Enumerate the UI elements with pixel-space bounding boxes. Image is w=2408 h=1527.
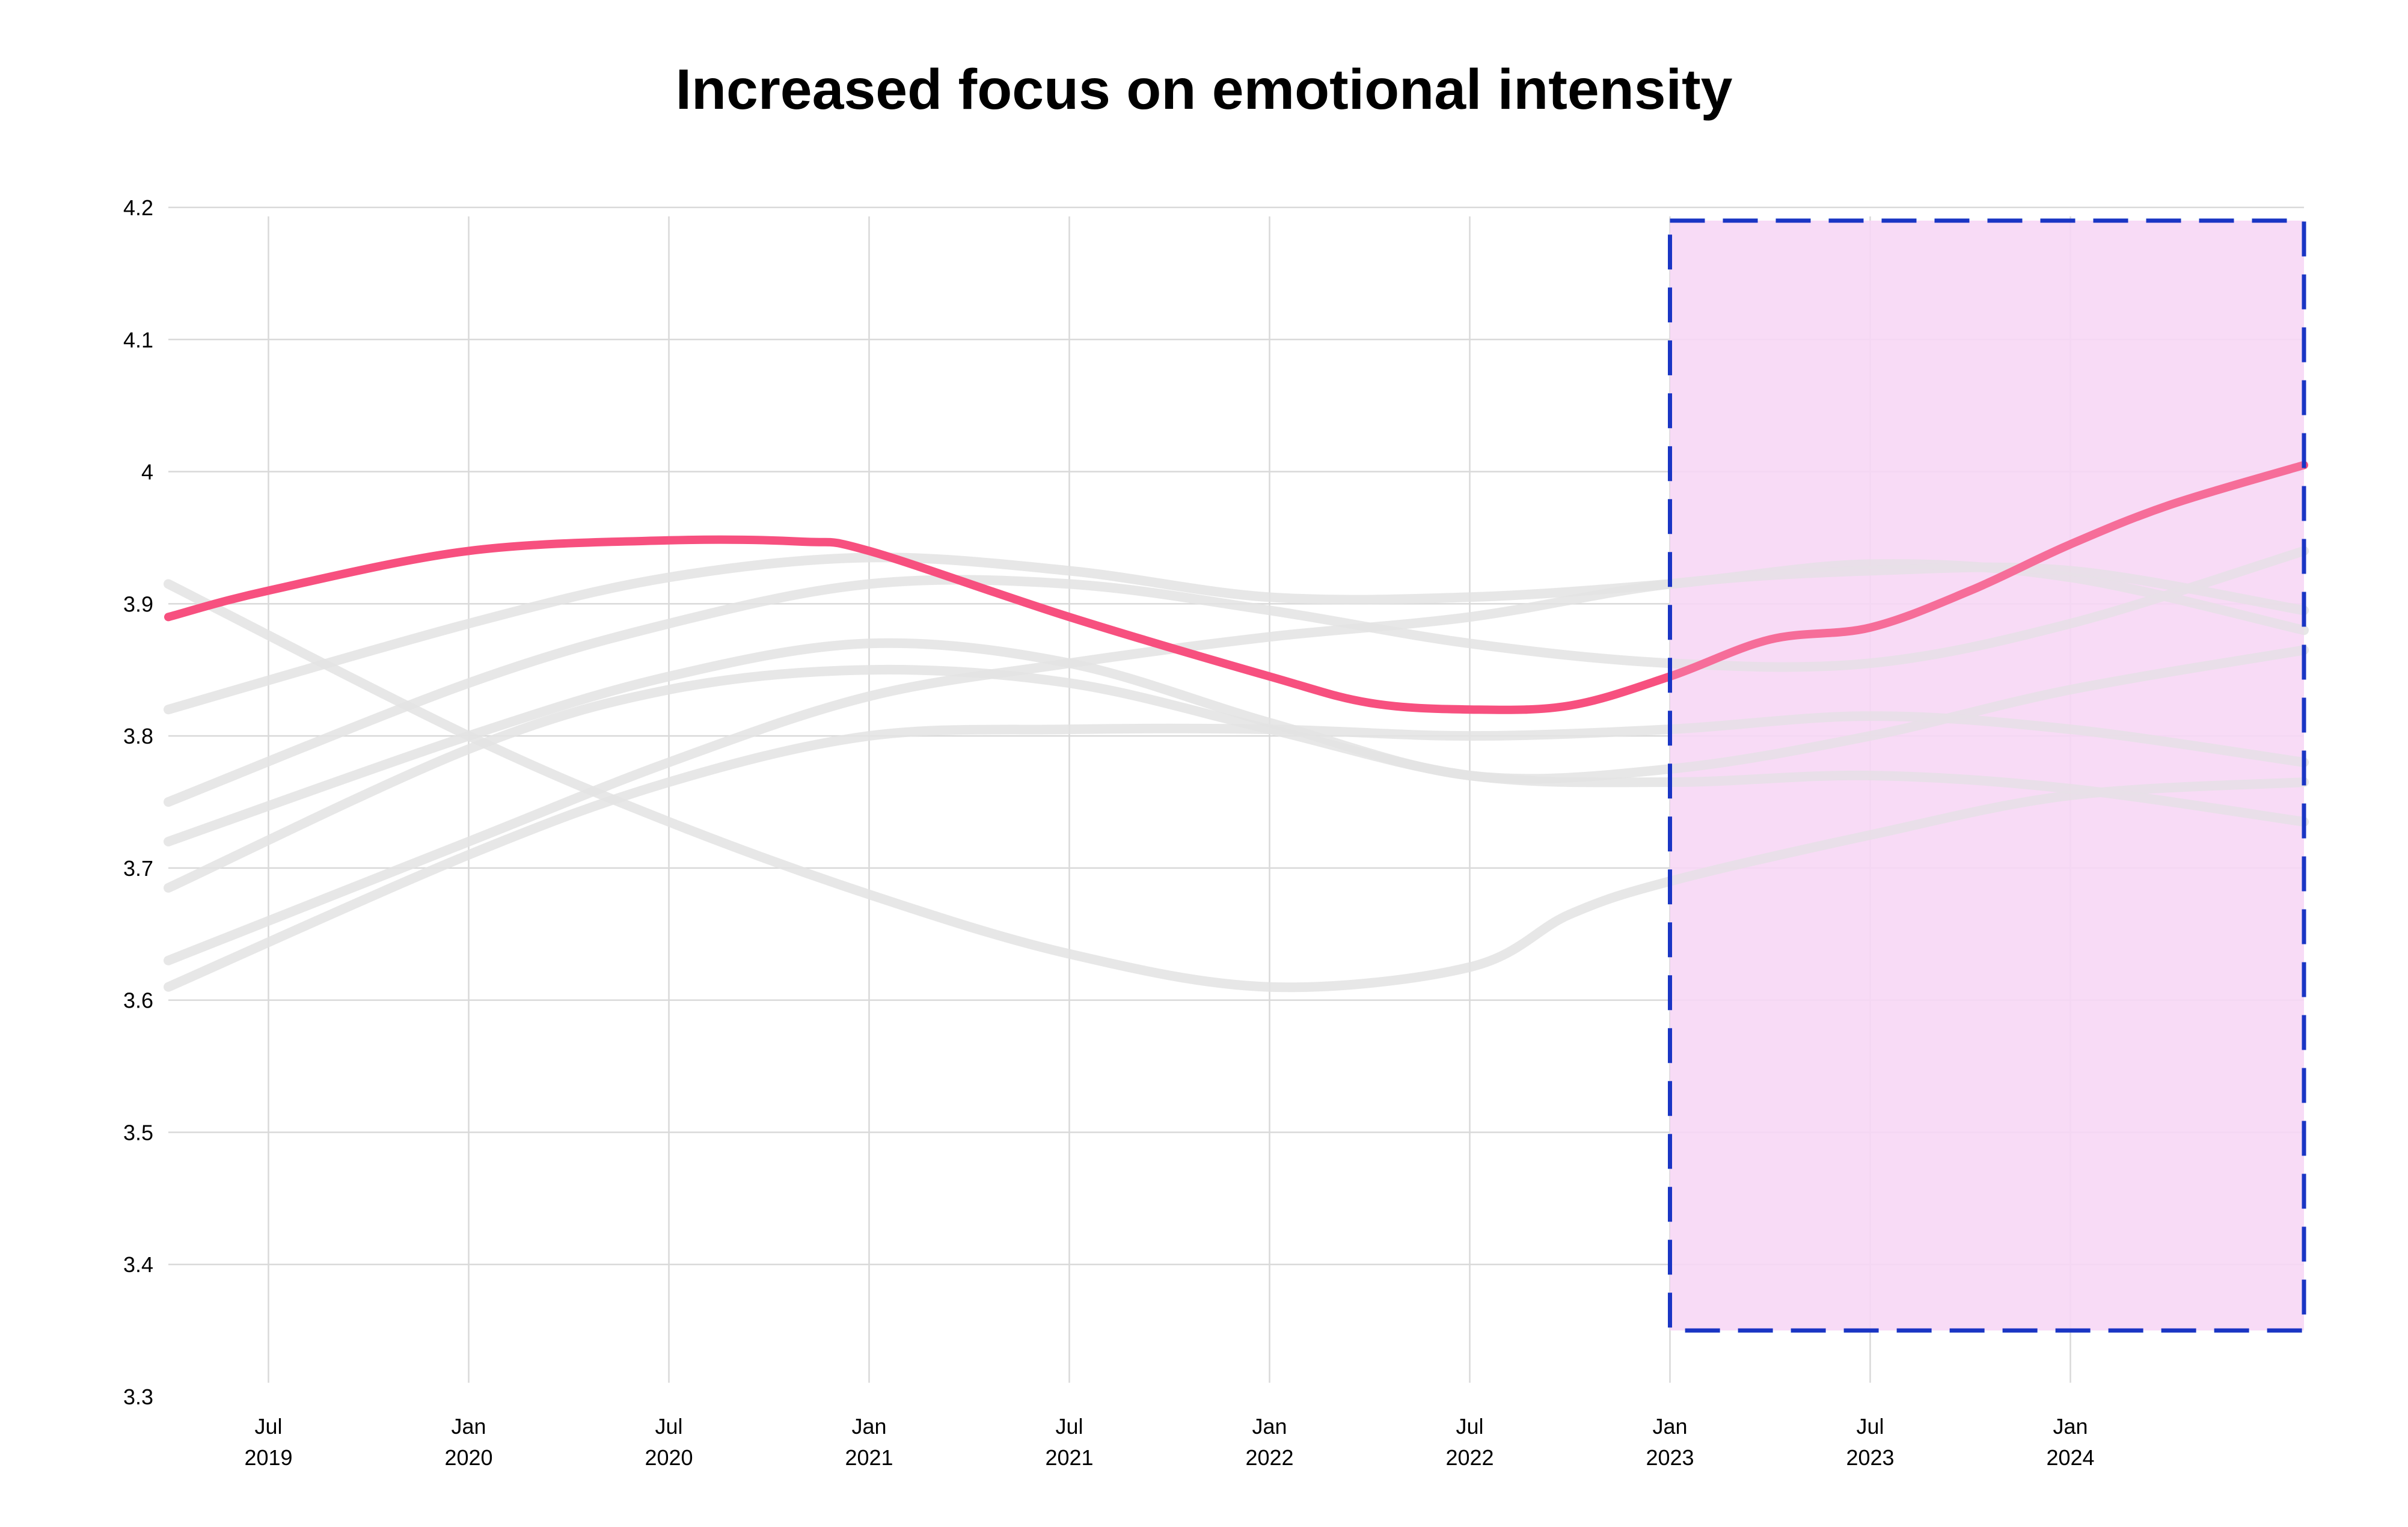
x-tick-month: Jan: [851, 1414, 886, 1439]
y-tick-label: 4.1: [123, 328, 153, 352]
background-series: [164, 546, 2309, 993]
x-tick-month: Jul: [655, 1414, 682, 1439]
y-tick-label: 3.6: [123, 988, 153, 1013]
background-series-line: [164, 711, 2309, 992]
x-tick-month: Jul: [1456, 1414, 1483, 1439]
x-tick-month: Jan: [1652, 1414, 1687, 1439]
x-axis-ticks: Jul 2019 Jan 2020 Jul 2020 Jan 2021 Jul 2021 Jan 20…: [244, 1414, 2094, 1470]
y-tick-label: 3.4: [123, 1252, 153, 1277]
y-axis-ticks: 4.2 4.1 4 3.9 3.8 3.7 3.6 3.5 3.4 3.3: [123, 195, 153, 1409]
x-tick-year: 2020: [444, 1445, 492, 1470]
x-tick-month: Jul: [254, 1414, 282, 1439]
highlight-border: [1668, 218, 2306, 1333]
highlight-tint: [1670, 220, 2304, 1331]
x-tick-month: Jul: [1055, 1414, 1083, 1439]
y-tick-label: 3.3: [123, 1385, 153, 1409]
x-tick-year: 2019: [244, 1445, 292, 1470]
y-tick-label: 4: [141, 460, 153, 485]
x-tick-year: 2024: [2046, 1445, 2094, 1470]
highlight-border-rect: [1668, 218, 2306, 1333]
y-tick-label: 3.5: [123, 1120, 153, 1145]
y-tick-label: 4.2: [123, 195, 153, 220]
y-tick-label: 3.9: [123, 592, 153, 616]
x-tick-month: Jan: [1252, 1414, 1287, 1439]
y-tick-label: 3.7: [123, 856, 153, 881]
x-tick-year: 2021: [1045, 1445, 1093, 1470]
x-tick-year: 2020: [645, 1445, 693, 1470]
x-tick-year: 2023: [1646, 1445, 1694, 1470]
x-tick-year: 2021: [845, 1445, 893, 1470]
y-tick-label: 3.8: [123, 724, 153, 748]
x-tick-month: Jul: [1856, 1414, 1884, 1439]
highlight-series-line: [164, 461, 2308, 714]
x-tick-year: 2022: [1245, 1445, 1293, 1470]
chart-title: Increased focus on emotional intensity: [675, 58, 1733, 121]
highlight-series: [164, 220, 2308, 1331]
background-series-line: [164, 562, 2309, 965]
x-tick-month: Jan: [2053, 1414, 2088, 1439]
x-tick-month: Jan: [451, 1414, 486, 1439]
background-series-line: [164, 546, 2309, 807]
background-series-line: [164, 579, 2309, 993]
x-tick-year: 2022: [1445, 1445, 1494, 1470]
x-tick-year: 2023: [1846, 1445, 1894, 1470]
